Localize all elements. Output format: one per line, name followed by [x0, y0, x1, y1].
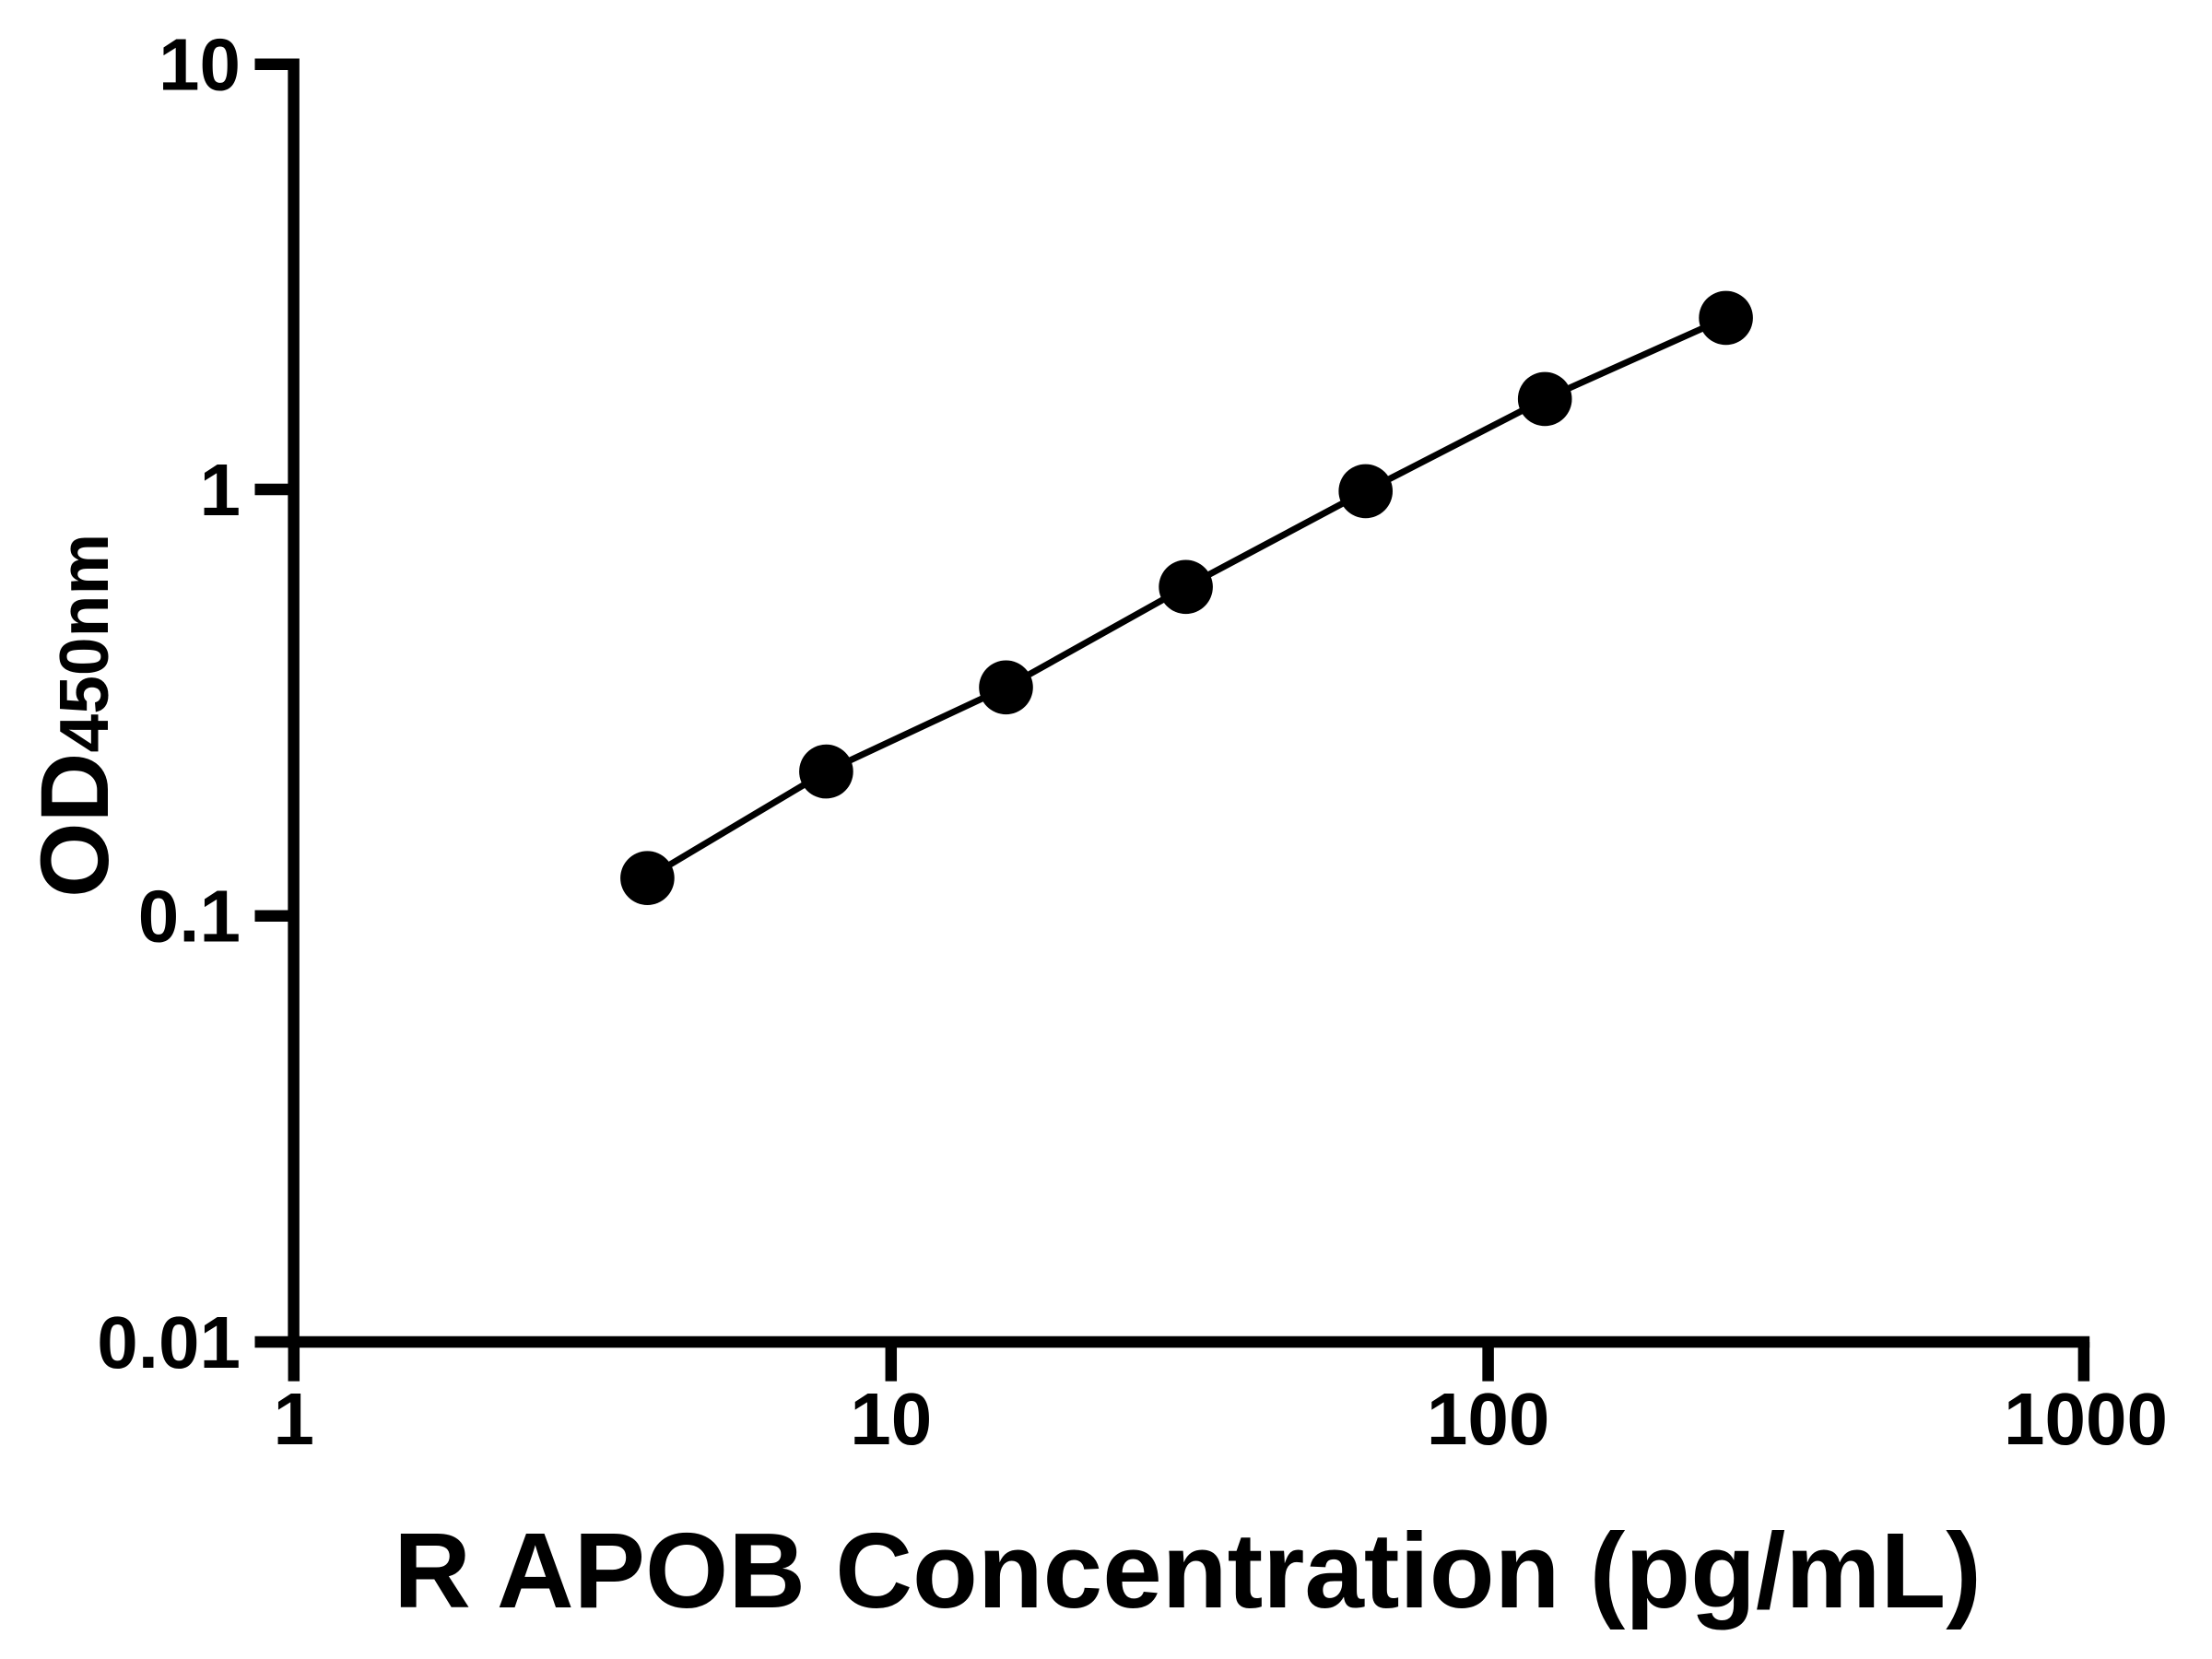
- svg-text:100: 100: [1427, 1378, 1549, 1460]
- svg-text:OD450nm: OD450nm: [21, 534, 129, 898]
- svg-text:10: 10: [159, 24, 241, 106]
- svg-text:10: 10: [850, 1378, 932, 1460]
- svg-text:0.01: 0.01: [97, 1301, 241, 1383]
- svg-text:1: 1: [274, 1378, 315, 1460]
- svg-text:R APOB Concentration (pg/mL): R APOB Concentration (pg/mL): [394, 1511, 1982, 1630]
- svg-text:0.1: 0.1: [138, 876, 241, 958]
- svg-text:1000: 1000: [2004, 1378, 2168, 1460]
- svg-text:1: 1: [200, 449, 241, 531]
